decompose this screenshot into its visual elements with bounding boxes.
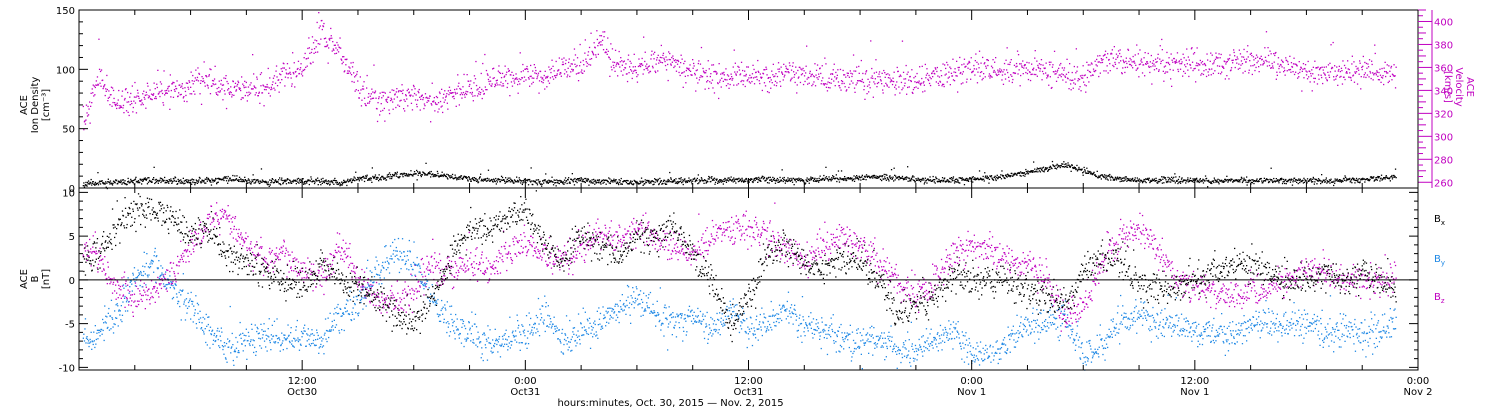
date-tick-label: Oct31: [733, 387, 763, 398]
magnetic-panel-frame: [78, 187, 1419, 371]
legend-bz: Bz: [1434, 292, 1445, 305]
density-tick-label: 100: [56, 65, 75, 76]
b-axis: -10 -5 0 5 10: [59, 188, 1418, 374]
b-tick-label: -10: [59, 363, 75, 374]
time-tick-label: 0:00: [960, 376, 982, 387]
legend-bx: Bx: [1434, 214, 1445, 227]
velocity-tick-label: 360: [1434, 63, 1453, 74]
date-tick-label: Nov 1: [957, 387, 986, 398]
magnetic-field-panel: -10 -5 0 5 10 ACEB[nT] Bx By Bz: [19, 187, 1445, 374]
velocity-axis: 260 280 300 320 340 360 380 400: [1418, 9, 1453, 189]
density-tick-label: 150: [56, 6, 75, 17]
ion-density-points: [82, 160, 1397, 190]
b-tick-label: 10: [62, 188, 75, 199]
bz-points: [82, 202, 1397, 332]
time-tick-label: 0:00: [1407, 376, 1429, 387]
time-tick-label: 12:00: [1180, 376, 1209, 387]
legend-by: By: [1434, 254, 1445, 267]
date-tick-label: Oct31: [510, 387, 540, 398]
density-tick-label: 50: [62, 125, 75, 136]
time-tick-label: 12:00: [734, 376, 763, 387]
bx-points: [82, 190, 1397, 343]
density-axis-title: ACEIon Density[cm⁻³]: [19, 77, 52, 134]
time-tick-label: 12:00: [288, 376, 317, 387]
b-axis-title: ACEB[nT]: [19, 269, 52, 289]
velocity-points: [82, 12, 1397, 131]
b-tick-label: -5: [65, 320, 75, 331]
date-tick-label: Nov 2: [1403, 387, 1432, 398]
b-tick-label: 0: [69, 276, 75, 287]
velocity-axis-title: ACEVelocity[km/s]: [1442, 67, 1475, 106]
date-tick-label: Nov 1: [1180, 387, 1209, 398]
velocity-tick-label: 380: [1434, 40, 1453, 51]
b-tick-label: 5: [69, 232, 75, 243]
date-tick-label: Oct30: [287, 387, 317, 398]
plasma-panel-frame: [78, 9, 1419, 189]
velocity-tick-label: 340: [1434, 86, 1453, 97]
velocity-tick-label: 400: [1434, 17, 1453, 28]
by-points: [82, 237, 1397, 371]
velocity-tick-label: 320: [1434, 109, 1453, 120]
velocity-tick-label: 280: [1434, 155, 1453, 166]
density-axis: 0 50 100 150: [56, 6, 88, 195]
velocity-tick-label: 260: [1434, 178, 1453, 189]
time-axis-title: hours:minutes, Oct. 30, 2015 — Nov. 2, 2…: [557, 398, 783, 409]
velocity-tick-label: 300: [1434, 132, 1453, 143]
plasma-panel: 0 50 100 150 260 280 300 320 340 360 380 400 ACEIon …: [19, 6, 1475, 195]
time-tick-label: 0:00: [514, 376, 536, 387]
density-tick-label: 0: [69, 184, 75, 195]
